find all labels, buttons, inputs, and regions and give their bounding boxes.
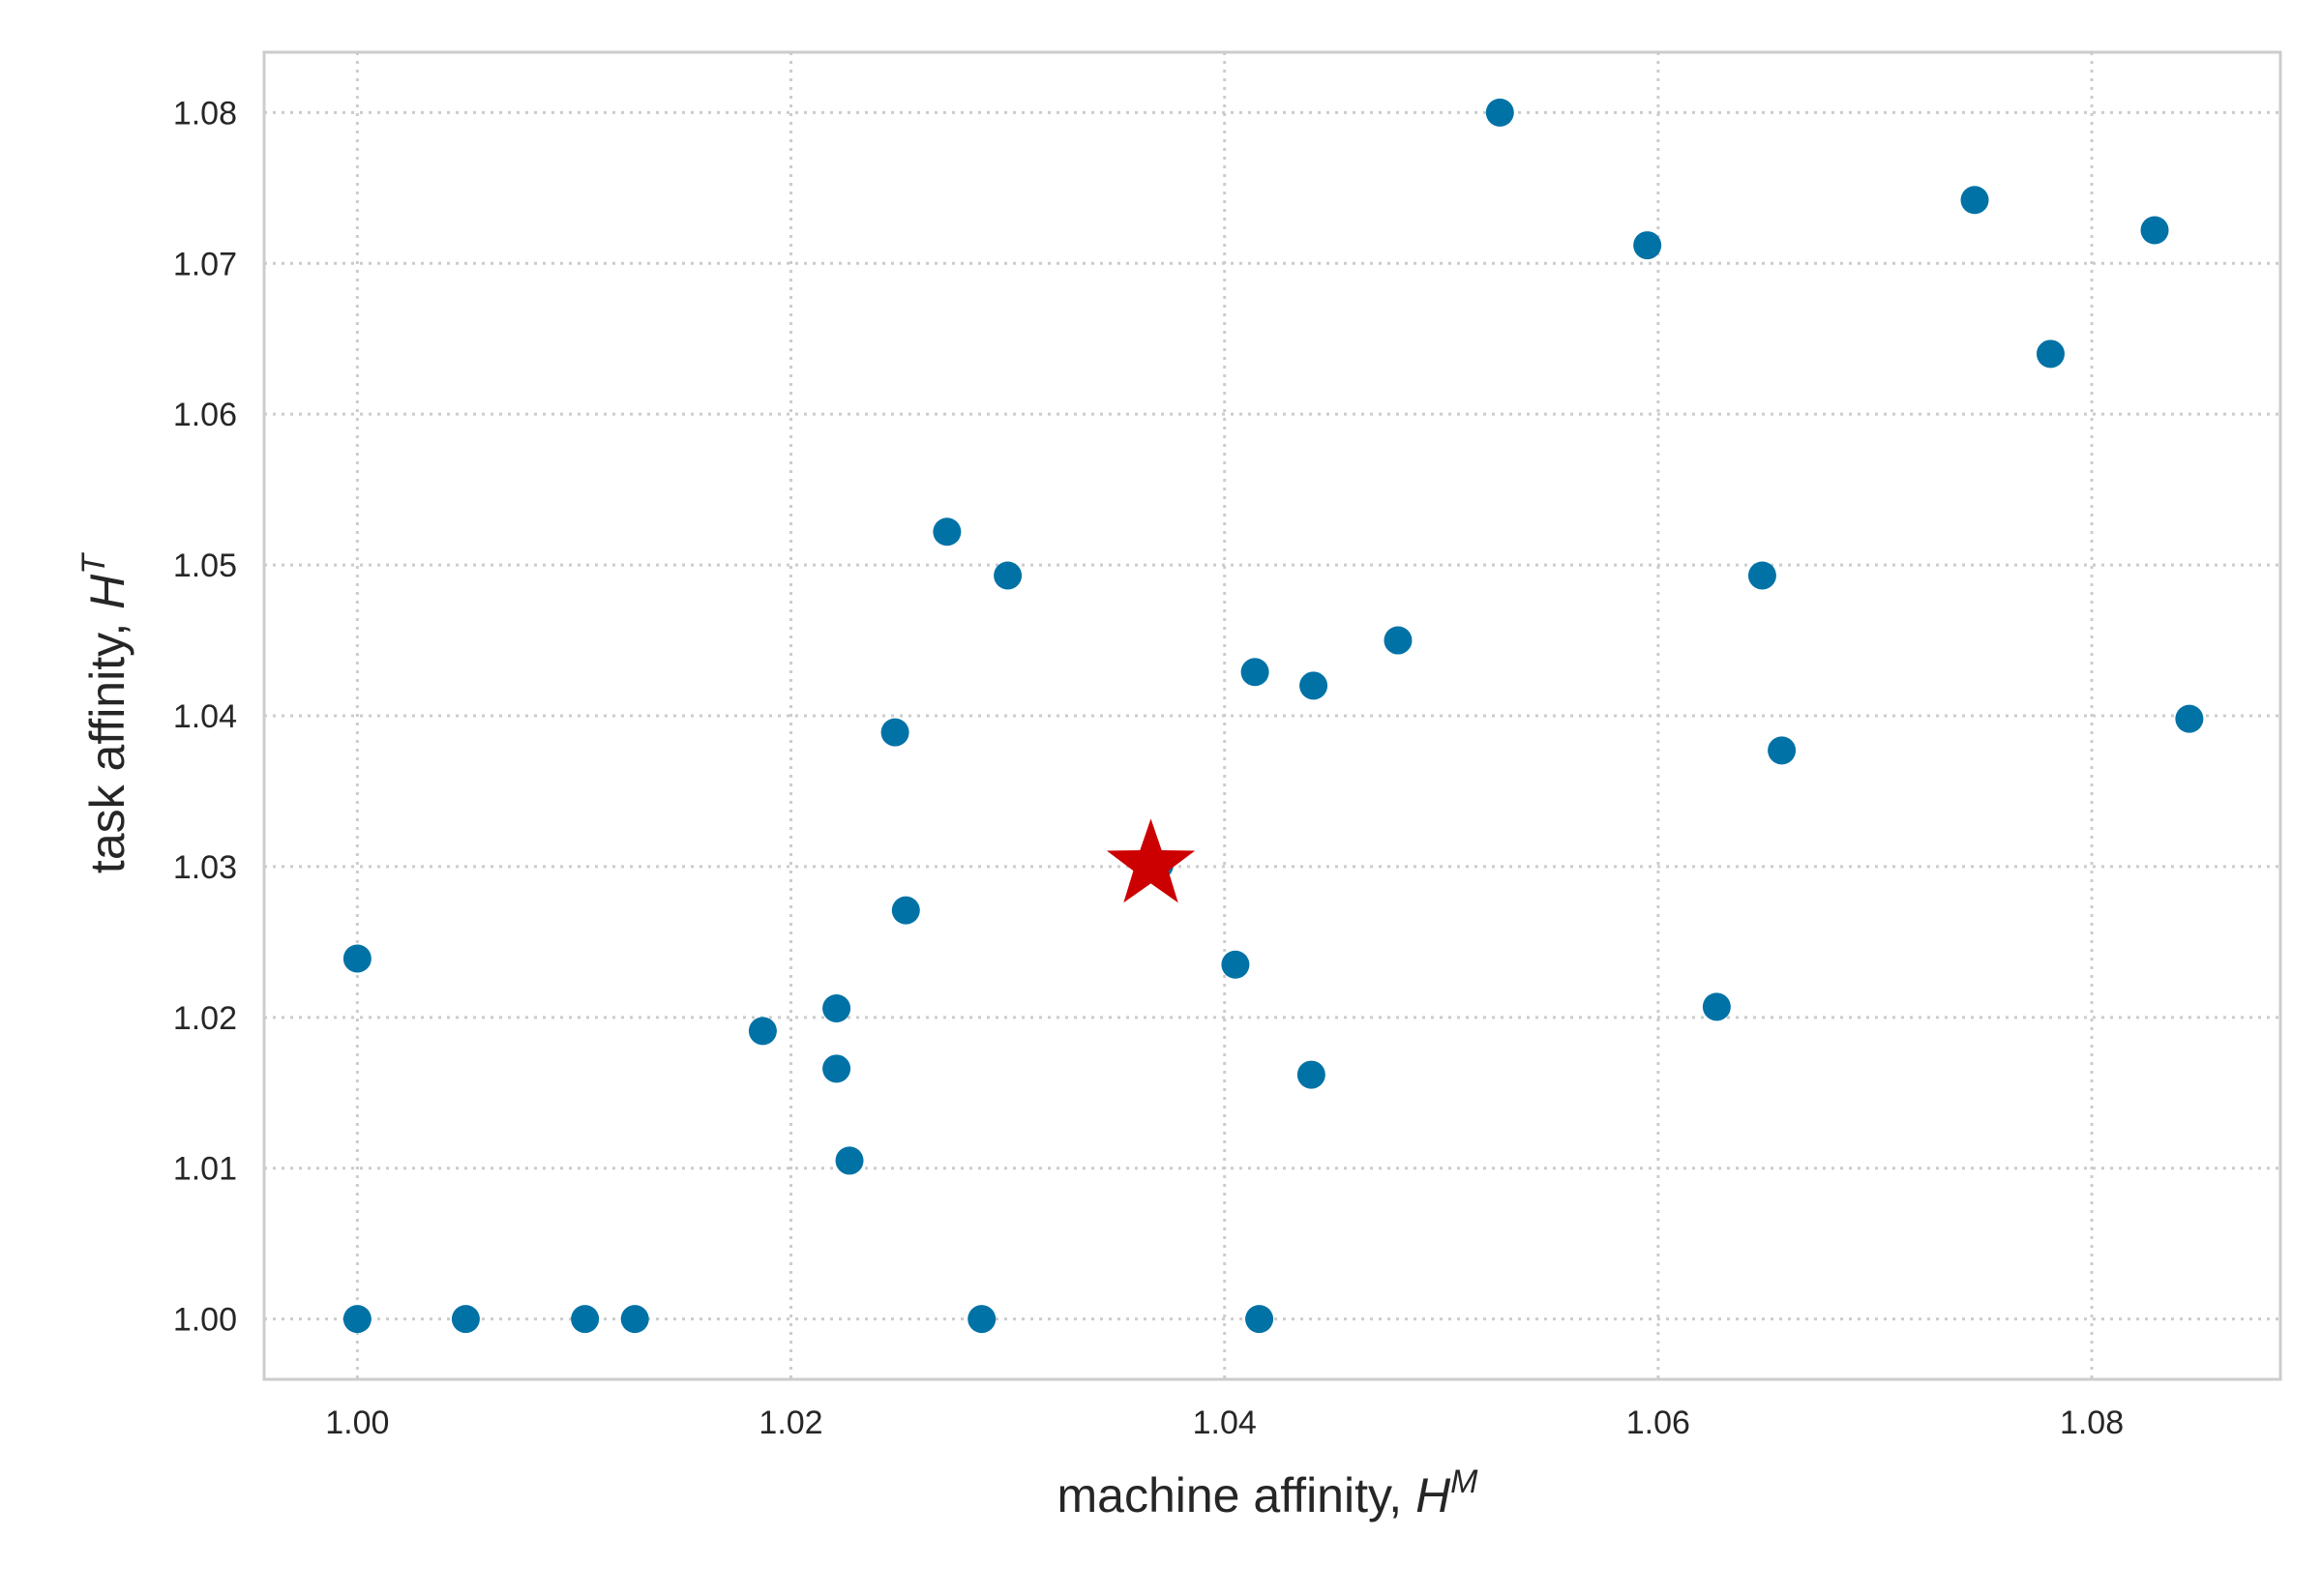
y-tick-label: 1.08 [173, 95, 237, 132]
scatter-point [2036, 340, 2065, 369]
y-tick-label: 1.06 [173, 397, 237, 433]
x-axis-label: machine affinity, HM [1057, 1463, 1479, 1522]
y-tick-label: 1.01 [173, 1151, 237, 1188]
scatter-point [1633, 231, 1662, 260]
data-points [342, 98, 2204, 1334]
scatter-point [451, 1305, 480, 1334]
scatter-point [822, 993, 851, 1022]
scatter-point [1296, 1060, 1325, 1089]
scatter-point [1299, 671, 1328, 700]
scatter-point [620, 1305, 649, 1334]
plot-frame [262, 50, 2282, 1381]
scatter-point [1240, 658, 1269, 687]
y-tick-labels: 1.00 1.01 1.02 1.03 1.04 1.05 1.06 1.07 1.08 [173, 95, 237, 1338]
scatter-point [2140, 216, 2169, 245]
scatter-point [933, 517, 962, 547]
scatter-point [891, 896, 920, 925]
x-tick-label: 1.02 [759, 1404, 822, 1441]
highlight-star-point [1106, 818, 1196, 903]
scatter-point [1221, 950, 1250, 979]
scatter-point [1485, 98, 1514, 127]
y-tick-label: 1.02 [173, 1000, 237, 1037]
grid-lines [264, 52, 2280, 1379]
y-tick-label: 1.03 [173, 849, 237, 886]
x-tick-labels: 1.00 1.02 1.04 1.06 1.08 [325, 1404, 2124, 1441]
scatter-point [748, 1017, 777, 1046]
x-tick-label: 1.06 [1626, 1404, 1690, 1441]
scatter-point [571, 1305, 600, 1334]
x-tick-label: 1.08 [2060, 1404, 2124, 1441]
scatter-point [880, 718, 909, 747]
scatter-point [1960, 186, 1989, 215]
y-axis-label: task affinity, HT [75, 552, 134, 873]
scatter-point [835, 1146, 864, 1175]
scatter-point [342, 944, 372, 973]
y-tick-label: 1.05 [173, 547, 237, 584]
x-tick-label: 1.00 [325, 1404, 389, 1441]
scatter-point [1747, 561, 1776, 590]
x-tick-label: 1.04 [1193, 1404, 1257, 1441]
scatter-point [994, 561, 1023, 590]
scatter-point [1768, 736, 1797, 765]
scatter-point [1702, 992, 1731, 1021]
scatter-point [2175, 704, 2204, 733]
scatter-point [342, 1305, 372, 1334]
y-tick-label: 1.04 [173, 698, 237, 735]
scatter-point [1245, 1305, 1274, 1334]
scatter-point [1384, 626, 1413, 655]
scatter-point [968, 1305, 997, 1334]
y-tick-label: 1.07 [173, 246, 237, 282]
scatter-point [822, 1054, 851, 1083]
y-tick-label: 1.00 [173, 1302, 237, 1339]
